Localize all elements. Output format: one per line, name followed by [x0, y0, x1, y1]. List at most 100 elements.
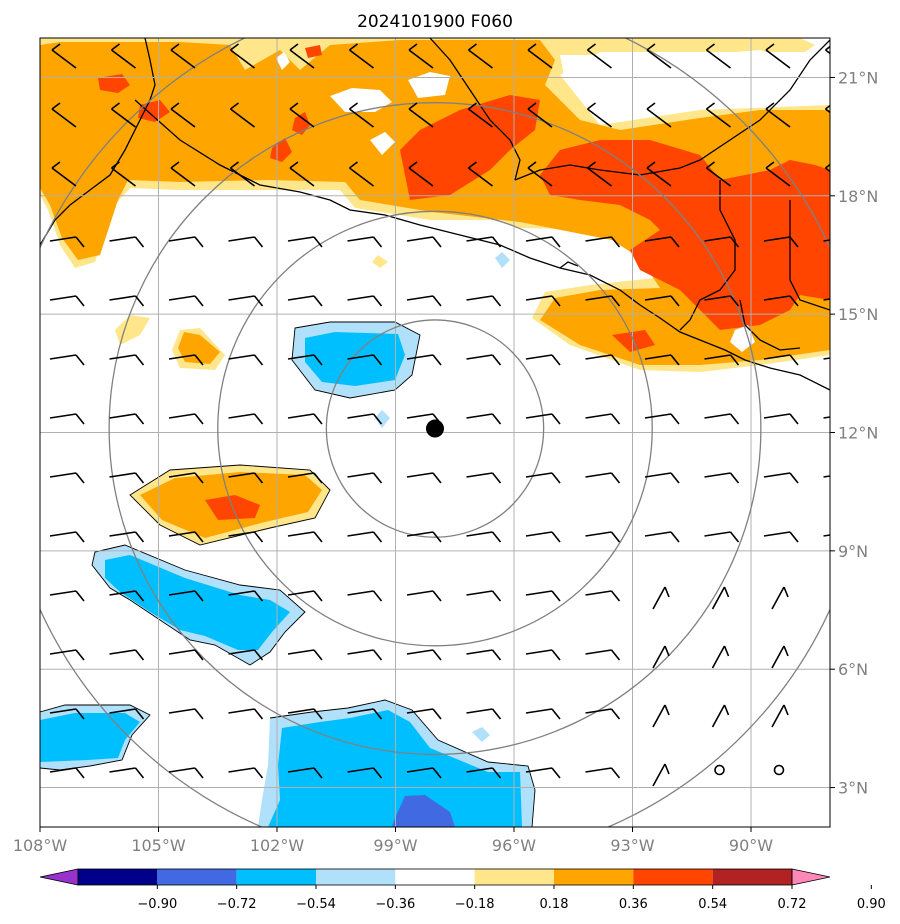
- wind-barb: [49, 767, 85, 779]
- wind-barb: [347, 590, 383, 602]
- wind-barb: [468, 161, 493, 187]
- wind-barb: [51, 161, 77, 187]
- wind-barb: [111, 43, 136, 69]
- lon-tick-label: 93°W: [610, 836, 654, 855]
- wind-barb: [168, 236, 204, 248]
- wind-barb: [644, 295, 680, 307]
- wind-barb: [111, 161, 136, 187]
- colorbar-label: 0.18: [540, 897, 569, 912]
- wind-barb: [652, 704, 670, 728]
- wind-barb: [406, 767, 442, 779]
- wind-barb: [228, 295, 264, 307]
- lat-tick-label: 9°N: [838, 542, 868, 561]
- colorbar-label: −0.18: [455, 897, 495, 912]
- wind-barb: [763, 295, 799, 307]
- lon-tick-label: 102°W: [250, 836, 305, 855]
- wind-barb: [49, 413, 85, 425]
- wind-barb: [168, 767, 204, 779]
- wind-barb: [347, 767, 383, 779]
- wind-barb: [652, 586, 670, 610]
- wind-barb: [466, 590, 502, 602]
- wind-barb: [704, 531, 740, 543]
- wind-barb: [230, 43, 255, 69]
- wind-barb: [771, 586, 789, 610]
- wind-barb: [773, 764, 785, 776]
- wind-barb: [585, 472, 621, 484]
- wind-barb: [587, 43, 612, 69]
- wind-barb: [652, 645, 670, 669]
- wind-barb: [170, 161, 196, 187]
- wind-barb: [466, 354, 502, 366]
- map-title: 2024101900 F060: [357, 12, 513, 32]
- wind-barb: [347, 649, 383, 661]
- wind-barb: [525, 708, 561, 720]
- wind-barb: [408, 161, 434, 187]
- colorbar-label: −0.90: [137, 897, 177, 912]
- colorbar-label: 0.90: [857, 897, 886, 912]
- wind-barb: [466, 531, 502, 543]
- storm-center-marker: [426, 419, 444, 438]
- wind-barb: [823, 416, 830, 419]
- wind-barb: [832, 587, 848, 609]
- wind-barb: [525, 413, 561, 425]
- wind-barb: [349, 102, 374, 128]
- wind-barb: [287, 295, 323, 307]
- wind-barb: [347, 295, 383, 307]
- wind-barb: [228, 649, 264, 661]
- wind-barb: [763, 236, 799, 248]
- wind-barb: [525, 767, 561, 779]
- wind-barb: [763, 354, 799, 366]
- wind-barb: [230, 102, 255, 128]
- wind-barb: [832, 705, 848, 727]
- wind-barb: [644, 354, 680, 366]
- wind-barb: [287, 472, 323, 484]
- wind-barb: [823, 298, 830, 301]
- lat-tick-label: 12°N: [838, 424, 878, 443]
- wind-barb: [646, 102, 672, 128]
- wind-barb: [347, 354, 383, 366]
- wind-barbs: [49, 43, 848, 787]
- colorbar-extend-min: [39, 868, 79, 886]
- wind-barb: [230, 161, 255, 187]
- wind-barb: [49, 472, 85, 484]
- wind-barb: [228, 354, 264, 366]
- wind-barb: [109, 295, 145, 307]
- wind-barb: [228, 767, 264, 779]
- wind-barb: [168, 472, 204, 484]
- wind-barb: [704, 236, 740, 248]
- latitude-labels: 21°N 18°N 15°N 12°N 9°N 6°N 3°N: [830, 68, 878, 798]
- wind-barb: [347, 413, 383, 425]
- colorbar-segment: [712, 869, 792, 885]
- wind-barb: [287, 354, 323, 366]
- wind-barb: [109, 413, 145, 425]
- wind-barb: [109, 649, 145, 661]
- wind-barb: [765, 161, 791, 187]
- wind-barb: [111, 102, 136, 128]
- wind-barb: [466, 295, 502, 307]
- wind-barb: [49, 531, 85, 543]
- wind-barb: [834, 766, 843, 775]
- wind-barb: [109, 708, 145, 720]
- lat-tick-label: 18°N: [838, 187, 878, 206]
- wind-barb: [585, 295, 621, 307]
- wind-barb: [585, 767, 621, 779]
- longitude-labels: 108°W 105°W 102°W 99°W 96°W 93°W 90°W: [13, 827, 773, 855]
- wind-barb: [406, 590, 442, 602]
- wind-barb: [711, 704, 730, 728]
- wind-barb: [585, 649, 621, 661]
- wind-barb: [289, 102, 315, 128]
- wind-barb: [466, 472, 502, 484]
- lat-tick-label: 15°N: [838, 305, 878, 324]
- wind-barb: [585, 708, 621, 720]
- wind-barb: [287, 413, 323, 425]
- wind-barb: [406, 295, 442, 307]
- wind-barb: [228, 531, 264, 543]
- shading-red-orange: [98, 45, 830, 520]
- shading-royal-blue: [392, 795, 455, 827]
- wind-barb: [585, 354, 621, 366]
- wind-barb: [228, 708, 264, 720]
- wind-barb: [771, 645, 789, 669]
- wind-barb: [466, 236, 502, 248]
- range-rings: [40, 38, 830, 827]
